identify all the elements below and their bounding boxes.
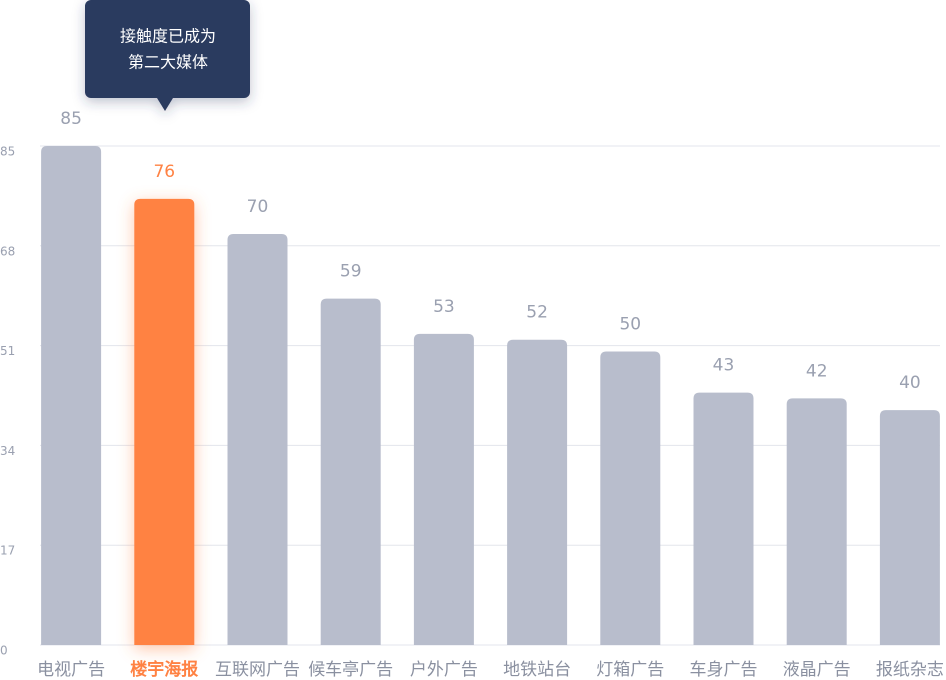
- value-label: 43: [713, 356, 735, 376]
- bar: [600, 351, 661, 645]
- value-label: 85: [60, 109, 82, 129]
- value-label: 42: [806, 361, 828, 381]
- bar: [134, 198, 195, 645]
- bar: [413, 333, 474, 645]
- x-tick-label: 液晶广告: [783, 660, 851, 680]
- y-tick-label: 34: [0, 444, 15, 458]
- bar: [227, 234, 288, 645]
- bar: [693, 392, 754, 645]
- x-tick-label: 灯箱广告: [596, 660, 664, 680]
- y-tick-label: 85: [0, 145, 15, 159]
- bar: [879, 410, 940, 645]
- x-tick-label: 车身广告: [690, 660, 758, 680]
- value-label: 53: [433, 297, 455, 317]
- value-label: 40: [899, 373, 921, 393]
- x-tick-label: 互联网广告: [215, 660, 300, 680]
- y-tick-label: 17: [0, 544, 15, 558]
- y-tick-label: 0: [0, 644, 8, 658]
- x-tick-label: 候车亭广告: [308, 660, 393, 680]
- x-tick-label: 地铁站台: [503, 660, 571, 680]
- x-tick-label: 报纸杂志: [876, 660, 944, 680]
- bar: [41, 146, 102, 645]
- y-tick-label: 68: [0, 244, 15, 258]
- tooltip-text: 接触度已成为: [120, 27, 216, 46]
- x-tick-label: 楼宇海报: [130, 659, 198, 680]
- tooltip: [85, 0, 250, 111]
- tooltip-box: [85, 0, 250, 98]
- bar: [786, 398, 847, 645]
- tooltip-text: 第二大媒体: [128, 53, 208, 72]
- value-label: 70: [247, 197, 269, 217]
- value-label: 59: [340, 262, 362, 282]
- y-tick-label: 51: [0, 344, 15, 358]
- value-label: 76: [153, 162, 175, 182]
- value-label: 50: [619, 314, 641, 334]
- value-label: 52: [526, 303, 548, 323]
- x-tick-label: 户外广告: [410, 660, 478, 680]
- x-tick-label: 电视广告: [37, 660, 105, 680]
- bar: [507, 339, 568, 645]
- tooltip-pointer: [157, 98, 173, 111]
- bar: [320, 298, 381, 645]
